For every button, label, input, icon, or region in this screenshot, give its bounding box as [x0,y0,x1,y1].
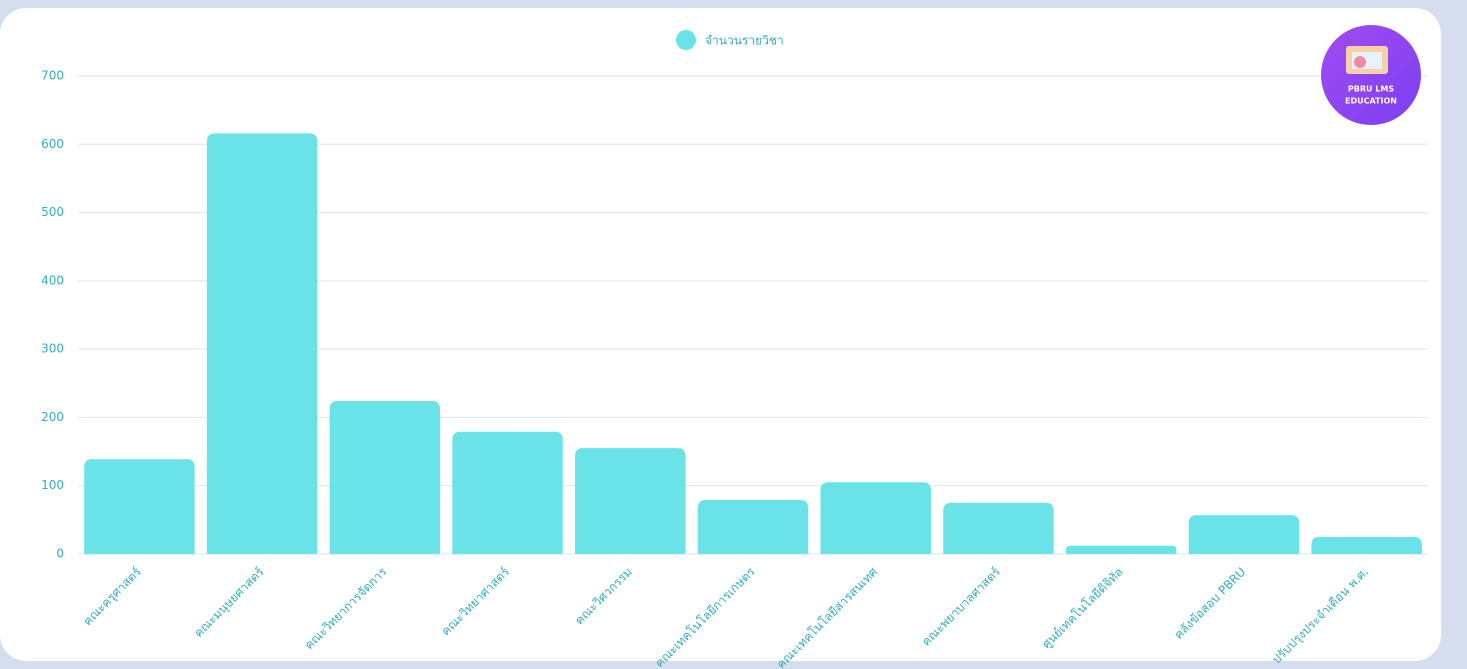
y-tick-label: 200 [41,410,64,424]
x-tick-label: คณะวิทยาศาสตร์ [439,564,513,638]
x-tick-label: คลังข้อสอบ PBRU [1171,565,1248,642]
logo-text: PBRU LMS [1348,85,1394,94]
bar [943,502,1054,554]
legend-label: จำนวนรายวิชา [705,34,784,48]
bar [820,482,931,554]
x-tick-label: คณะวิทยาการจัดการ [302,564,390,652]
x-tick-label: คณะพยาบาลศาสตร์ [919,564,1003,648]
bar [452,431,563,554]
y-tick-label: 300 [41,342,64,356]
y-tick-label: 600 [41,137,64,151]
y-tick-label: 700 [41,69,64,83]
bar [697,500,809,554]
bar [1188,515,1300,554]
x-tick-label: คณะวิศวกรรม [572,565,635,628]
x-tick-label: คณะครุศาสตร์ [80,564,145,629]
x-tick-label: ปรับปรุงประจำเดือน พ.ศ. [1269,565,1372,668]
x-tick-label: คณะมนุษยศาสตร์ [191,564,267,640]
bar [1065,545,1177,554]
bar [329,401,441,554]
x-tick-label: คณะเทคโนโลยีสารสนเทศ [774,564,881,669]
bar [206,133,318,555]
logo-text: EDUCATION [1345,97,1397,106]
bar [575,448,686,554]
logo-figure [1354,56,1366,68]
y-tick-label: 0 [56,547,64,561]
bar [84,459,195,554]
bar [1311,536,1422,554]
legend-swatch [676,30,696,50]
x-tick-label: คณะเทคโนโลยีการเกษตร [652,564,758,669]
y-tick-label: 100 [41,478,64,492]
y-tick-label: 400 [41,273,64,287]
x-tick-label: ศูนย์เทคโนโลยีดิจิทัล [1039,565,1126,652]
y-tick-label: 500 [41,205,64,219]
logo-badge [1321,25,1421,125]
logo: PBRU LMS EDUCATION [1321,25,1421,125]
